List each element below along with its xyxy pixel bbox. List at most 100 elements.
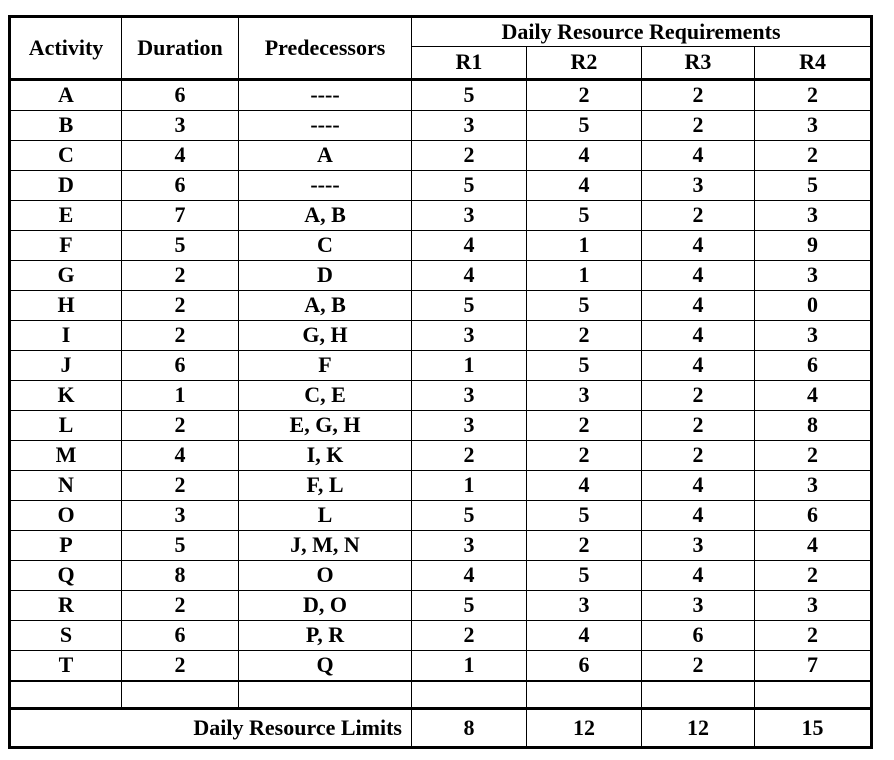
r4-cell: 0: [753, 290, 873, 321]
r4-cell: 3: [753, 590, 873, 621]
predecessors-cell: Q: [238, 650, 412, 682]
duration-cell: 2: [121, 470, 239, 501]
predecessors-cell: A, B: [238, 200, 412, 231]
r2-cell: 5: [526, 500, 642, 531]
r3-cell: 4: [641, 500, 755, 531]
r4-cell: 3: [753, 320, 873, 351]
r4-cell: 3: [753, 110, 873, 141]
r3-cell: 3: [641, 530, 755, 561]
r4-cell: 2: [753, 140, 873, 171]
r2-cell: 5: [526, 560, 642, 591]
duration-cell: 4: [121, 440, 239, 471]
limit-r2: 12: [526, 708, 642, 748]
r3-cell: 4: [641, 230, 755, 261]
r3-cell: 2: [641, 440, 755, 471]
r2-cell: 4: [526, 170, 642, 201]
predecessors-cell: ----: [238, 79, 412, 111]
r1-cell: 3: [411, 320, 527, 351]
empty-cell: [121, 680, 239, 710]
r3-cell: 4: [641, 140, 755, 171]
r4-cell: 4: [753, 380, 873, 411]
r4-cell: 8: [753, 410, 873, 441]
predecessors-cell: O: [238, 560, 412, 591]
col-header-r4: R4: [753, 46, 873, 81]
r2-cell: 1: [526, 230, 642, 261]
activity-cell: G: [9, 260, 122, 291]
duration-cell: 7: [121, 200, 239, 231]
r2-cell: 2: [526, 440, 642, 471]
predecessors-cell: E, G, H: [238, 410, 412, 441]
r1-cell: 4: [411, 560, 527, 591]
predecessors-cell: C, E: [238, 380, 412, 411]
predecessors-cell: L: [238, 500, 412, 531]
activity-cell: L: [9, 410, 122, 441]
activity-cell: I: [9, 320, 122, 351]
duration-cell: 2: [121, 590, 239, 621]
r3-cell: 4: [641, 470, 755, 501]
activity-cell: P: [9, 530, 122, 561]
activity-cell: N: [9, 470, 122, 501]
activity-cell: E: [9, 200, 122, 231]
limit-r1: 8: [411, 708, 527, 748]
col-header-predecessors: Predecessors: [238, 16, 412, 81]
r4-cell: 2: [753, 79, 873, 111]
activity-rows: A 6 ---- 5 2 2 2 B 3 ---- 3 5 2 3 C 4 A 2 4 4 2 D 6 ---- 5 4 3 5 E 7 A…: [9, 79, 873, 682]
r3-cell: 6: [641, 620, 755, 651]
r2-cell: 2: [526, 320, 642, 351]
r3-cell: 2: [641, 200, 755, 231]
activity-cell: H: [9, 290, 122, 321]
table-footer: Daily Resource Limits 8 12 12 15: [9, 680, 873, 748]
r4-cell: 9: [753, 230, 873, 261]
r3-cell: 4: [641, 320, 755, 351]
duration-cell: 2: [121, 290, 239, 321]
r4-cell: 6: [753, 500, 873, 531]
r1-cell: 1: [411, 650, 527, 682]
predecessors-cell: I, K: [238, 440, 412, 471]
predecessors-cell: G, H: [238, 320, 412, 351]
activity-cell: D: [9, 170, 122, 201]
r1-cell: 3: [411, 530, 527, 561]
r4-cell: 2: [753, 560, 873, 591]
activity-cell: T: [9, 650, 122, 682]
predecessors-cell: ----: [238, 110, 412, 141]
col-header-r3: R3: [641, 46, 755, 81]
empty-cell: [411, 680, 527, 710]
r4-cell: 3: [753, 470, 873, 501]
predecessors-cell: D: [238, 260, 412, 291]
r1-cell: 3: [411, 380, 527, 411]
duration-cell: 3: [121, 110, 239, 141]
r1-cell: 3: [411, 410, 527, 441]
activity-cell: C: [9, 140, 122, 171]
header-row-resources: R1 R2 R3 R4: [10, 46, 873, 81]
activity-cell: A: [9, 79, 122, 111]
r1-cell: 5: [411, 170, 527, 201]
predecessors-cell: A, B: [238, 290, 412, 321]
r1-cell: 3: [411, 110, 527, 141]
r3-cell: 4: [641, 260, 755, 291]
resource-requirements-table: Activity Duration Predecessors Daily Res…: [8, 15, 874, 749]
r1-cell: 5: [411, 290, 527, 321]
r1-cell: 2: [411, 140, 527, 171]
predecessors-cell: C: [238, 230, 412, 261]
r2-cell: 4: [526, 620, 642, 651]
r2-cell: 5: [526, 290, 642, 321]
predecessors-cell: P, R: [238, 620, 412, 651]
r3-cell: 2: [641, 410, 755, 441]
r1-cell: 2: [411, 620, 527, 651]
activity-cell: Q: [9, 560, 122, 591]
duration-cell: 6: [121, 170, 239, 201]
r3-cell: 4: [641, 290, 755, 321]
r2-cell: 2: [526, 530, 642, 561]
r3-cell: 3: [641, 590, 755, 621]
